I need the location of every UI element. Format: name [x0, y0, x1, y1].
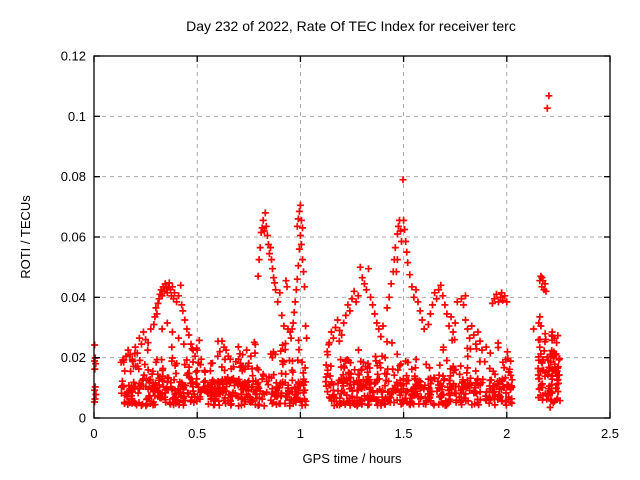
x-tick-label: 0.5 — [188, 426, 206, 441]
chart-title: Day 232 of 2022, Rate Of TEC Index for r… — [186, 18, 516, 34]
x-axis-label: GPS time / hours — [303, 451, 402, 466]
y-tick-label: 0.12 — [61, 49, 86, 64]
y-tick-label: 0.08 — [61, 169, 86, 184]
y-tick-label: 0.06 — [61, 230, 86, 245]
x-tick-label: 1 — [297, 426, 304, 441]
x-tick-label: 0 — [90, 426, 97, 441]
y-axis-label: ROTI / TECUs — [18, 195, 33, 279]
y-tick-label: 0.02 — [61, 350, 86, 365]
data-layer — [91, 92, 564, 411]
axis-layer: 0 0.5 1 1.5 2 2.5 0 0.02 0.04 0.06 0.08 0.1 0.12 — [61, 49, 619, 442]
y-tick-label: 0.04 — [61, 290, 86, 305]
y-tick-label: 0.1 — [68, 109, 86, 124]
x-tick-label: 2.5 — [601, 426, 619, 441]
y-tick-label: 0 — [79, 411, 86, 426]
data-points-path — [91, 92, 564, 411]
x-tick-label: 2 — [503, 426, 510, 441]
x-tick-label: 1.5 — [395, 426, 413, 441]
